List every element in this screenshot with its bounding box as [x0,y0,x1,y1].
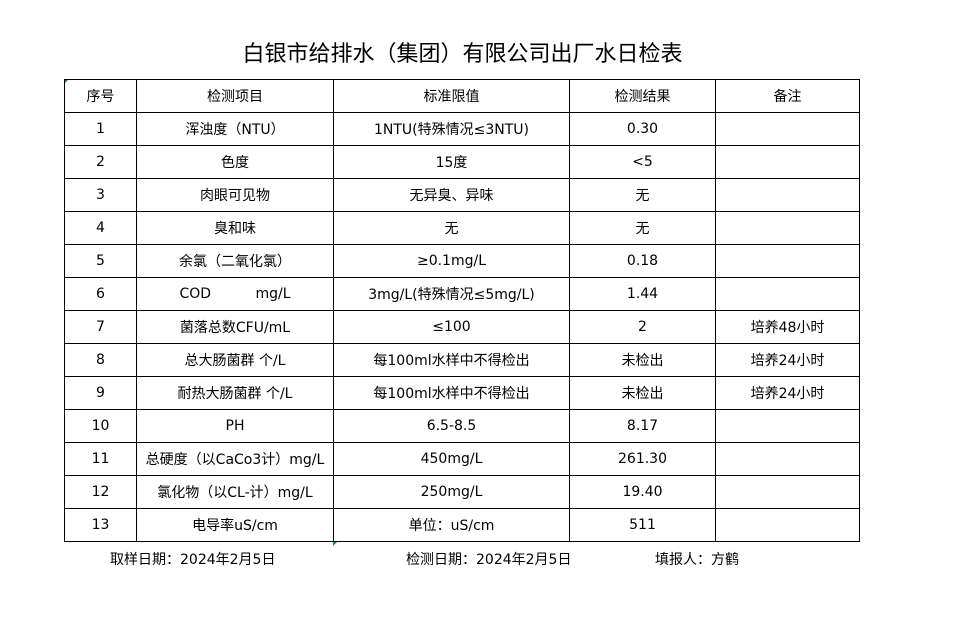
table-row: 10 PH 6.5-8.5 8.17 [64,409,860,443]
cell-result: 19.40 [569,475,716,509]
cell-item: PH [136,409,334,443]
cell-result: 无 [569,178,716,212]
cell-remark [715,475,860,509]
cell-remark: 培养24小时 [715,343,860,377]
cell-item: 菌落总数CFU/mL [136,310,334,344]
cell-result: 1.44 [569,277,716,311]
cell-item: 余氯（二氧化氯） [136,244,334,278]
cell-result: 未检出 [569,343,716,377]
table-row: 2 色度 15度 <5 [64,145,860,179]
header-remark: 备注 [715,79,860,113]
cell-standard: 每100ml水样中不得检出 [333,343,570,377]
cell-standard: 无异臭、异味 [333,178,570,212]
cell-standard: 3mg/L(特殊情况≤5mg/L) [333,277,570,311]
table-row: 9 耐热大肠菌群 个/L 每100ml水样中不得检出 未检出 培养24小时 [64,376,860,410]
table-row: 5 余氯（二氧化氯） ≥0.1mg/L 0.18 [64,244,860,278]
table-row: 6 COD mg/L 3mg/L(特殊情况≤5mg/L) 1.44 [64,277,860,311]
cell-index: 4 [64,211,137,245]
cell-remark [715,442,860,476]
cell-remark [715,145,860,179]
table-row: 4 臭和味无无 [64,211,860,245]
cell-item: COD mg/L [136,277,334,311]
cell-result: 0.18 [569,244,716,278]
cell-remark [715,211,860,245]
header-item: 检测项目 [136,79,334,113]
header-result: 检测结果 [569,79,716,113]
cell-result: 0.30 [569,112,716,146]
cell-standard: 6.5-8.5 [333,409,570,443]
table-row: 12 氯化物（以CL-计）mg/L 250mg/L 19.40 [64,475,860,509]
cell-item: 总大肠菌群 个/L [136,343,334,377]
cell-item: 电导率uS/cm [136,508,334,542]
cell-index: 2 [64,145,137,179]
header-standard: 标准限值 [333,79,570,113]
cell-index: 9 [64,376,137,410]
test-date: 检测日期：2024年2月5日 [406,552,572,568]
cell-standard: ≤100 [333,310,570,344]
cell-index: 12 [64,475,137,509]
cell-item: 氯化物（以CL-计）mg/L [136,475,334,509]
cell-marker-icon [333,541,338,546]
cell-index: 11 [64,442,137,476]
inspection-table: 序号 检测项目 标准限值 检测结果 备注 1 浑浊度（NTU） 1NTU(特殊情况≤3NTU… [64,79,860,542]
cell-index: 5 [64,244,137,278]
cell-standard: 15度 [333,145,570,179]
cell-index: 7 [64,310,137,344]
cell-remark [715,178,860,212]
cell-item: 总硬度（以CaCo3计）mg/L [136,442,334,476]
page-title: 白银市给排水（集团）有限公司出厂水日检表 [242,42,683,67]
cell-item: 肉眼可见物 [136,178,334,212]
cell-standard: 250mg/L [333,475,570,509]
cell-index: 1 [64,112,137,146]
cell-standard: 1NTU(特殊情况≤3NTU) [333,112,570,146]
cell-item: 耐热大肠菌群 个/L [136,376,334,410]
table-row: 11 总硬度（以CaCo3计）mg/L 450mg/L 261.30 [64,442,860,476]
cell-remark [715,508,860,542]
cell-result: 无 [569,211,716,245]
reporter: 填报人：方鹤 [655,552,739,568]
cell-result: 511 [569,508,716,542]
table-row: 8 总大肠菌群 个/L 每100ml水样中不得检出 未检出 培养24小时 [64,343,860,377]
cell-result: 8.17 [569,409,716,443]
cell-item: 色度 [136,145,334,179]
cell-remark [715,112,860,146]
cell-remark [715,244,860,278]
header-index: 序号 [64,79,137,113]
cell-index: 3 [64,178,137,212]
cell-item: 臭和味 [136,211,334,245]
table-header-row: 序号 检测项目 标准限值 检测结果 备注 [64,79,860,113]
sampling-date: 取样日期：2024年2月5日 [110,552,276,568]
cell-standard: 450mg/L [333,442,570,476]
cell-result: 未检出 [569,376,716,410]
cell-result: 2 [569,310,716,344]
cell-remark [715,277,860,311]
cell-standard: 每100ml水样中不得检出 [333,376,570,410]
table-row: 7 菌落总数CFU/mL ≤100 2 培养48小时 [64,310,860,344]
cell-result: <5 [569,145,716,179]
cell-item: 浑浊度（NTU） [136,112,334,146]
cell-index: 8 [64,343,137,377]
cell-standard: 单位：uS/cm [333,508,570,542]
cell-result: 261.30 [569,442,716,476]
cell-standard: ≥0.1mg/L [333,244,570,278]
cell-remark: 培养48小时 [715,310,860,344]
cell-index: 10 [64,409,137,443]
table-row: 3 肉眼可见物 无异臭、异味无 [64,178,860,212]
cell-index: 13 [64,508,137,542]
table-row: 1 浑浊度（NTU） 1NTU(特殊情况≤3NTU) 0.30 [64,112,860,146]
cell-remark: 培养24小时 [715,376,860,410]
cell-remark [715,409,860,443]
table-row: 13 电导率uS/cm 单位：uS/cm 511 [64,508,860,542]
cell-index: 6 [64,277,137,311]
cell-standard: 无 [333,211,570,245]
